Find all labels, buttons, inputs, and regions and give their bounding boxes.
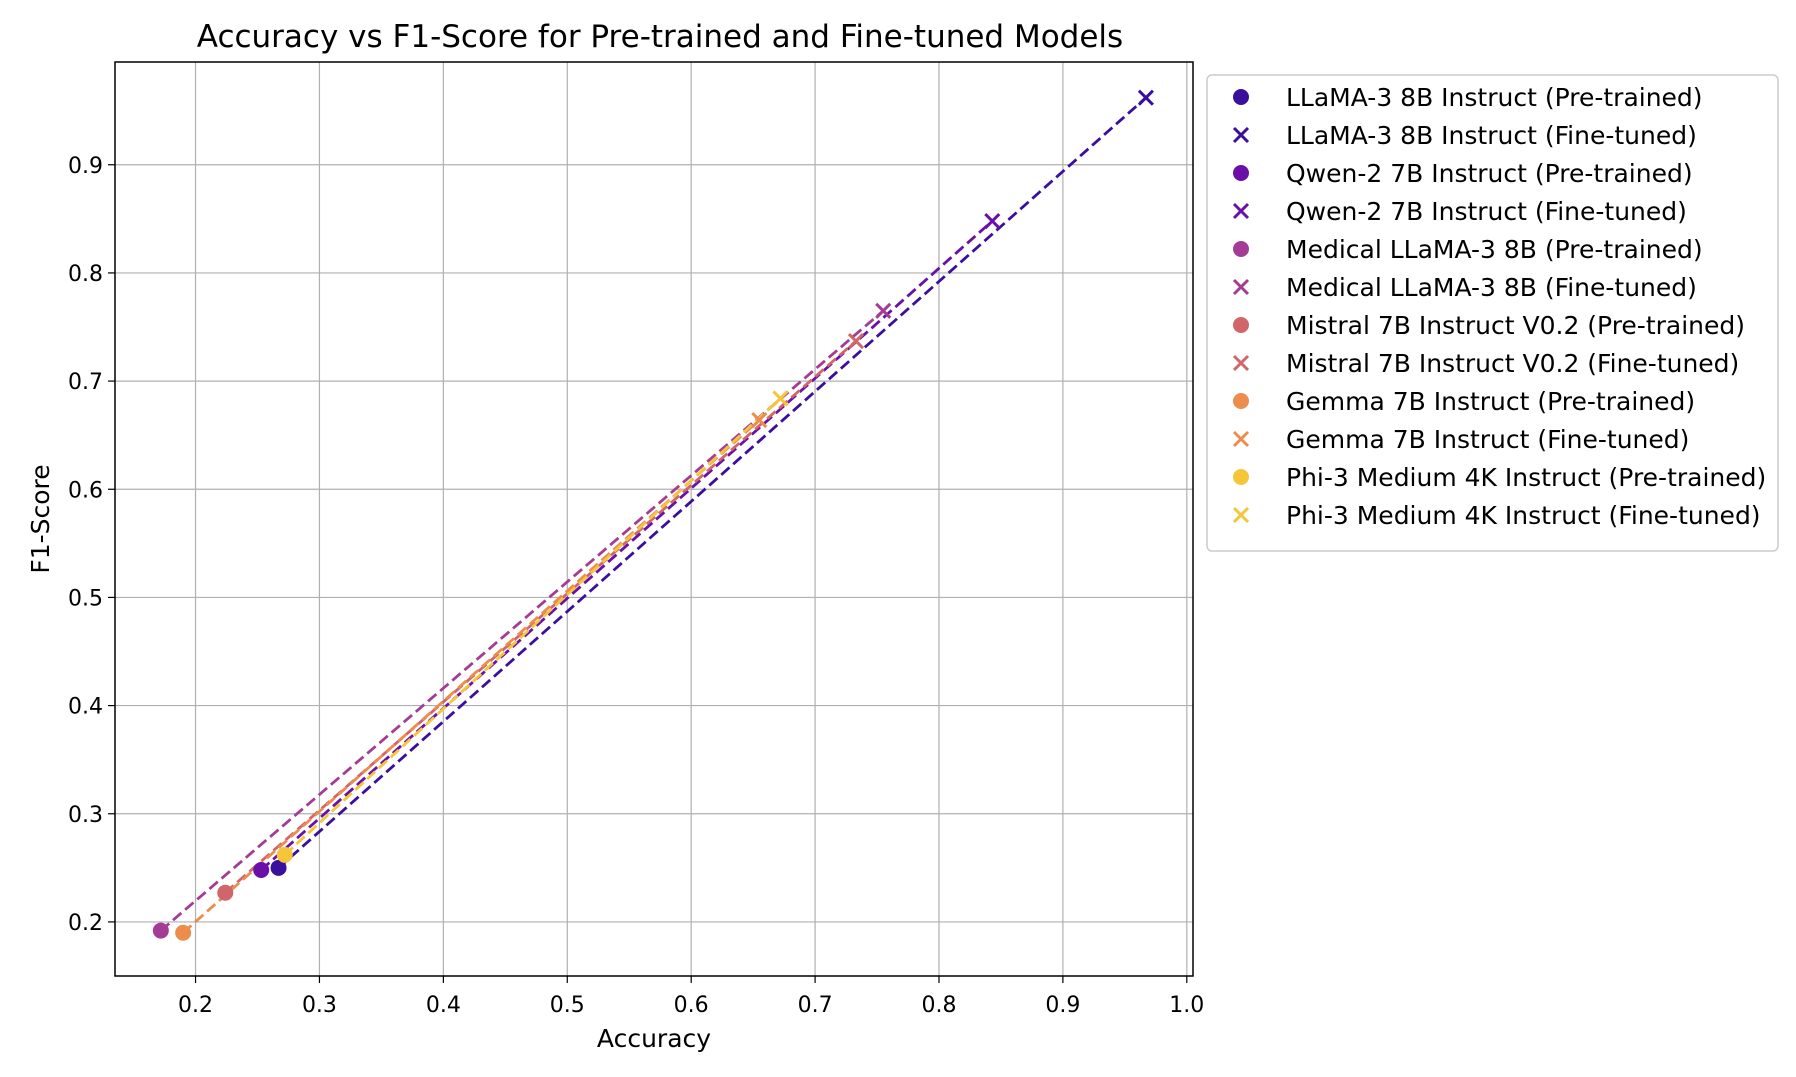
connector-line [283, 397, 782, 856]
y-tick-label: 0.5 [68, 586, 103, 611]
legend-marker-circle [1233, 89, 1249, 105]
legend-label: LLaMA-3 8B Instruct (Pre-trained) [1286, 83, 1703, 112]
x-tick-label: 0.8 [921, 993, 956, 1018]
point-finetuned [772, 390, 789, 407]
connector-line [224, 340, 857, 894]
x-axis-ticks: 0.2 0.3 0.4 0.5 0.6 0.7 0.8 0.9 1.0 [178, 976, 1204, 1018]
legend-marker-circle [1233, 241, 1249, 257]
point-pretrained [175, 924, 192, 941]
connector-line [182, 418, 761, 934]
legend-item: Qwen-2 7B Instruct (Fine-tuned) [1232, 197, 1687, 226]
legend-label: LLaMA-3 8B Instruct (Fine-tuned) [1286, 121, 1697, 150]
x-tick-label: 0.9 [1045, 993, 1080, 1018]
legend-label: Mistral 7B Instruct V0.2 (Fine-tuned) [1286, 349, 1739, 378]
legend-label: Gemma 7B Instruct (Pre-trained) [1286, 387, 1695, 416]
legend-label: Medical LLaMA-3 8B (Pre-trained) [1286, 235, 1703, 264]
chart-title: Accuracy vs F1-Score for Pre-trained and… [197, 19, 1123, 55]
legend-label: Qwen-2 7B Instruct (Pre-trained) [1286, 159, 1693, 188]
legend-item: LLaMA-3 8B Instruct (Fine-tuned) [1232, 121, 1697, 150]
data-points [152, 89, 1154, 941]
point-pretrained [152, 922, 169, 939]
point-finetuned [847, 333, 865, 350]
legend-marker-circle [1233, 393, 1249, 409]
x-tick-label: 1.0 [1169, 993, 1204, 1018]
legend-item: Medical LLaMA-3 8B (Pre-trained) [1233, 235, 1703, 264]
legend-marker-cross [1232, 278, 1250, 296]
connector-line [277, 96, 1147, 869]
legend-item: Medical LLaMA-3 8B (Fine-tuned) [1232, 273, 1697, 302]
point-finetuned [875, 302, 892, 319]
y-tick-label: 0.6 [68, 478, 103, 503]
legend: LLaMA-3 8B Instruct (Pre-trained) LLaMA-3… [1206, 74, 1779, 552]
x-tick-label: 0.6 [674, 993, 709, 1018]
legend-label: Mistral 7B Instruct V0.2 (Pre-trained) [1286, 311, 1745, 340]
y-tick-label: 0.9 [68, 154, 103, 179]
legend-marker-circle [1233, 165, 1249, 181]
legend-marker-circle [1233, 469, 1249, 485]
point-finetuned [984, 212, 1001, 230]
y-tick-label: 0.7 [68, 370, 103, 395]
legend-marker-cross [1232, 430, 1250, 448]
connector-line [260, 219, 994, 872]
grid [115, 62, 1193, 976]
legend-item: Mistral 7B Instruct V0.2 (Pre-trained) [1233, 311, 1745, 340]
legend-marker-cross [1232, 354, 1250, 372]
legend-item: Phi-3 Medium 4K Instruct (Pre-trained) [1233, 463, 1766, 492]
x-tick-label: 0.4 [426, 993, 461, 1018]
x-tick-label: 0.2 [178, 993, 213, 1018]
legend-item: Mistral 7B Instruct V0.2 (Fine-tuned) [1232, 349, 1739, 378]
point-finetuned [1137, 89, 1154, 106]
legend-label: Phi-3 Medium 4K Instruct (Fine-tuned) [1286, 501, 1761, 530]
point-pretrained [217, 884, 234, 901]
legend-label: Medical LLaMA-3 8B (Fine-tuned) [1286, 273, 1697, 302]
connector-lines [159, 96, 1147, 934]
legend-item: Gemma 7B Instruct (Fine-tuned) [1232, 425, 1689, 454]
x-tick-label: 0.3 [302, 993, 337, 1018]
legend-item: Phi-3 Medium 4K Instruct (Fine-tuned) [1232, 501, 1761, 530]
legend-marker-cross [1232, 506, 1250, 524]
point-pretrained [270, 859, 287, 876]
legend-box [1206, 74, 1779, 552]
plot-frame [114, 61, 1194, 977]
legend-label: Qwen-2 7B Instruct (Fine-tuned) [1286, 197, 1687, 226]
y-axis-ticks: 0.2 0.3 0.4 0.5 0.6 0.7 0.8 0.9 [68, 154, 115, 936]
y-tick-label: 0.3 [68, 803, 103, 828]
legend-label: Phi-3 Medium 4K Instruct (Pre-trained) [1286, 463, 1766, 492]
point-finetuned [751, 411, 768, 429]
y-tick-label: 0.4 [68, 695, 103, 720]
legend-marker-circle [1233, 317, 1249, 333]
y-axis-label: F1-Score [26, 464, 55, 573]
y-tick-label: 0.2 [68, 911, 103, 936]
x-tick-label: 0.7 [798, 993, 833, 1018]
x-axis-label: Accuracy [597, 1024, 711, 1053]
legend-item: LLaMA-3 8B Instruct (Pre-trained) [1233, 83, 1703, 112]
point-pretrained [276, 846, 293, 863]
legend-marker-cross [1232, 202, 1250, 220]
legend-item: Gemma 7B Instruct (Pre-trained) [1233, 387, 1695, 416]
legend-item: Qwen-2 7B Instruct (Pre-trained) [1233, 159, 1693, 188]
point-pretrained [253, 861, 270, 878]
legend-marker-cross [1232, 126, 1250, 144]
legend-label: Gemma 7B Instruct (Fine-tuned) [1286, 425, 1689, 454]
x-tick-label: 0.5 [550, 993, 585, 1018]
y-tick-label: 0.8 [68, 262, 103, 287]
